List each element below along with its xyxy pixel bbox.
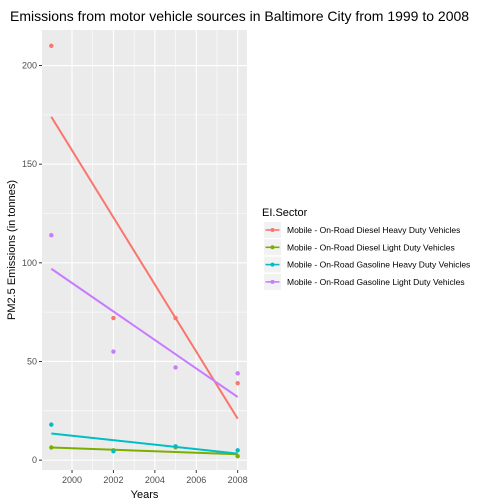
data-point	[235, 448, 240, 453]
data-point	[49, 233, 54, 238]
x-tick-label: 2008	[228, 475, 248, 485]
data-point	[173, 444, 178, 449]
legend-key-point	[270, 279, 275, 284]
y-tick-label: 200	[22, 61, 37, 71]
trend-line-1	[50, 116, 239, 420]
y-tick-label: 150	[22, 159, 37, 169]
legend-label: Mobile - On-Road Diesel Light Duty Vehic…	[287, 242, 455, 252]
data-point	[49, 43, 54, 48]
x-tick-label: 2000	[62, 475, 82, 485]
plot-panel	[42, 30, 247, 470]
legend-key-point	[270, 262, 275, 267]
data-points	[49, 43, 240, 459]
y-axis-title: PM2.5 Emissions (in tonnes)	[6, 180, 18, 320]
minor-gridlines	[42, 30, 247, 470]
trend-lines	[50, 116, 239, 456]
legend-key-point	[270, 245, 275, 250]
data-point	[111, 315, 116, 321]
legend-label: Mobile - On-Road Gasoline Heavy Duty Veh…	[287, 260, 470, 270]
data-point	[49, 445, 54, 450]
data-point	[235, 380, 240, 386]
x-tick-label: 2006	[186, 475, 206, 485]
x-tick-label: 2002	[103, 475, 123, 485]
data-point	[111, 449, 116, 454]
legend-title: EI.Sector	[262, 207, 308, 219]
x-axis-ticks: 2000 2002 2004 2006 2008	[62, 470, 248, 485]
trend-line-3	[51, 432, 238, 455]
x-axis-title: Years	[131, 489, 159, 501]
data-point	[111, 349, 116, 354]
y-tick-label: 50	[27, 356, 37, 366]
legend-label: Mobile - On-Road Diesel Heavy Duty Vehic…	[287, 225, 460, 235]
legend-label: Mobile - On-Road Gasoline Light Duty Veh…	[287, 277, 465, 287]
legend: EI.Sector Mobile - On-Road Diesel Heavy …	[262, 207, 470, 290]
trend-line-2	[51, 446, 238, 456]
trend-line-4	[50, 267, 239, 398]
legend-key-point	[270, 228, 275, 232]
chart-title: Emissions from motor vehicle sources in …	[10, 8, 469, 24]
x-tick-label: 2004	[145, 475, 165, 485]
y-axis-ticks: 0 50 100 150 200	[22, 61, 42, 465]
data-point	[49, 422, 54, 427]
data-point	[173, 315, 178, 321]
data-point	[235, 453, 240, 459]
data-point	[235, 371, 240, 376]
data-point	[173, 365, 178, 370]
y-tick-label: 0	[32, 455, 37, 465]
y-tick-label: 100	[22, 258, 37, 268]
